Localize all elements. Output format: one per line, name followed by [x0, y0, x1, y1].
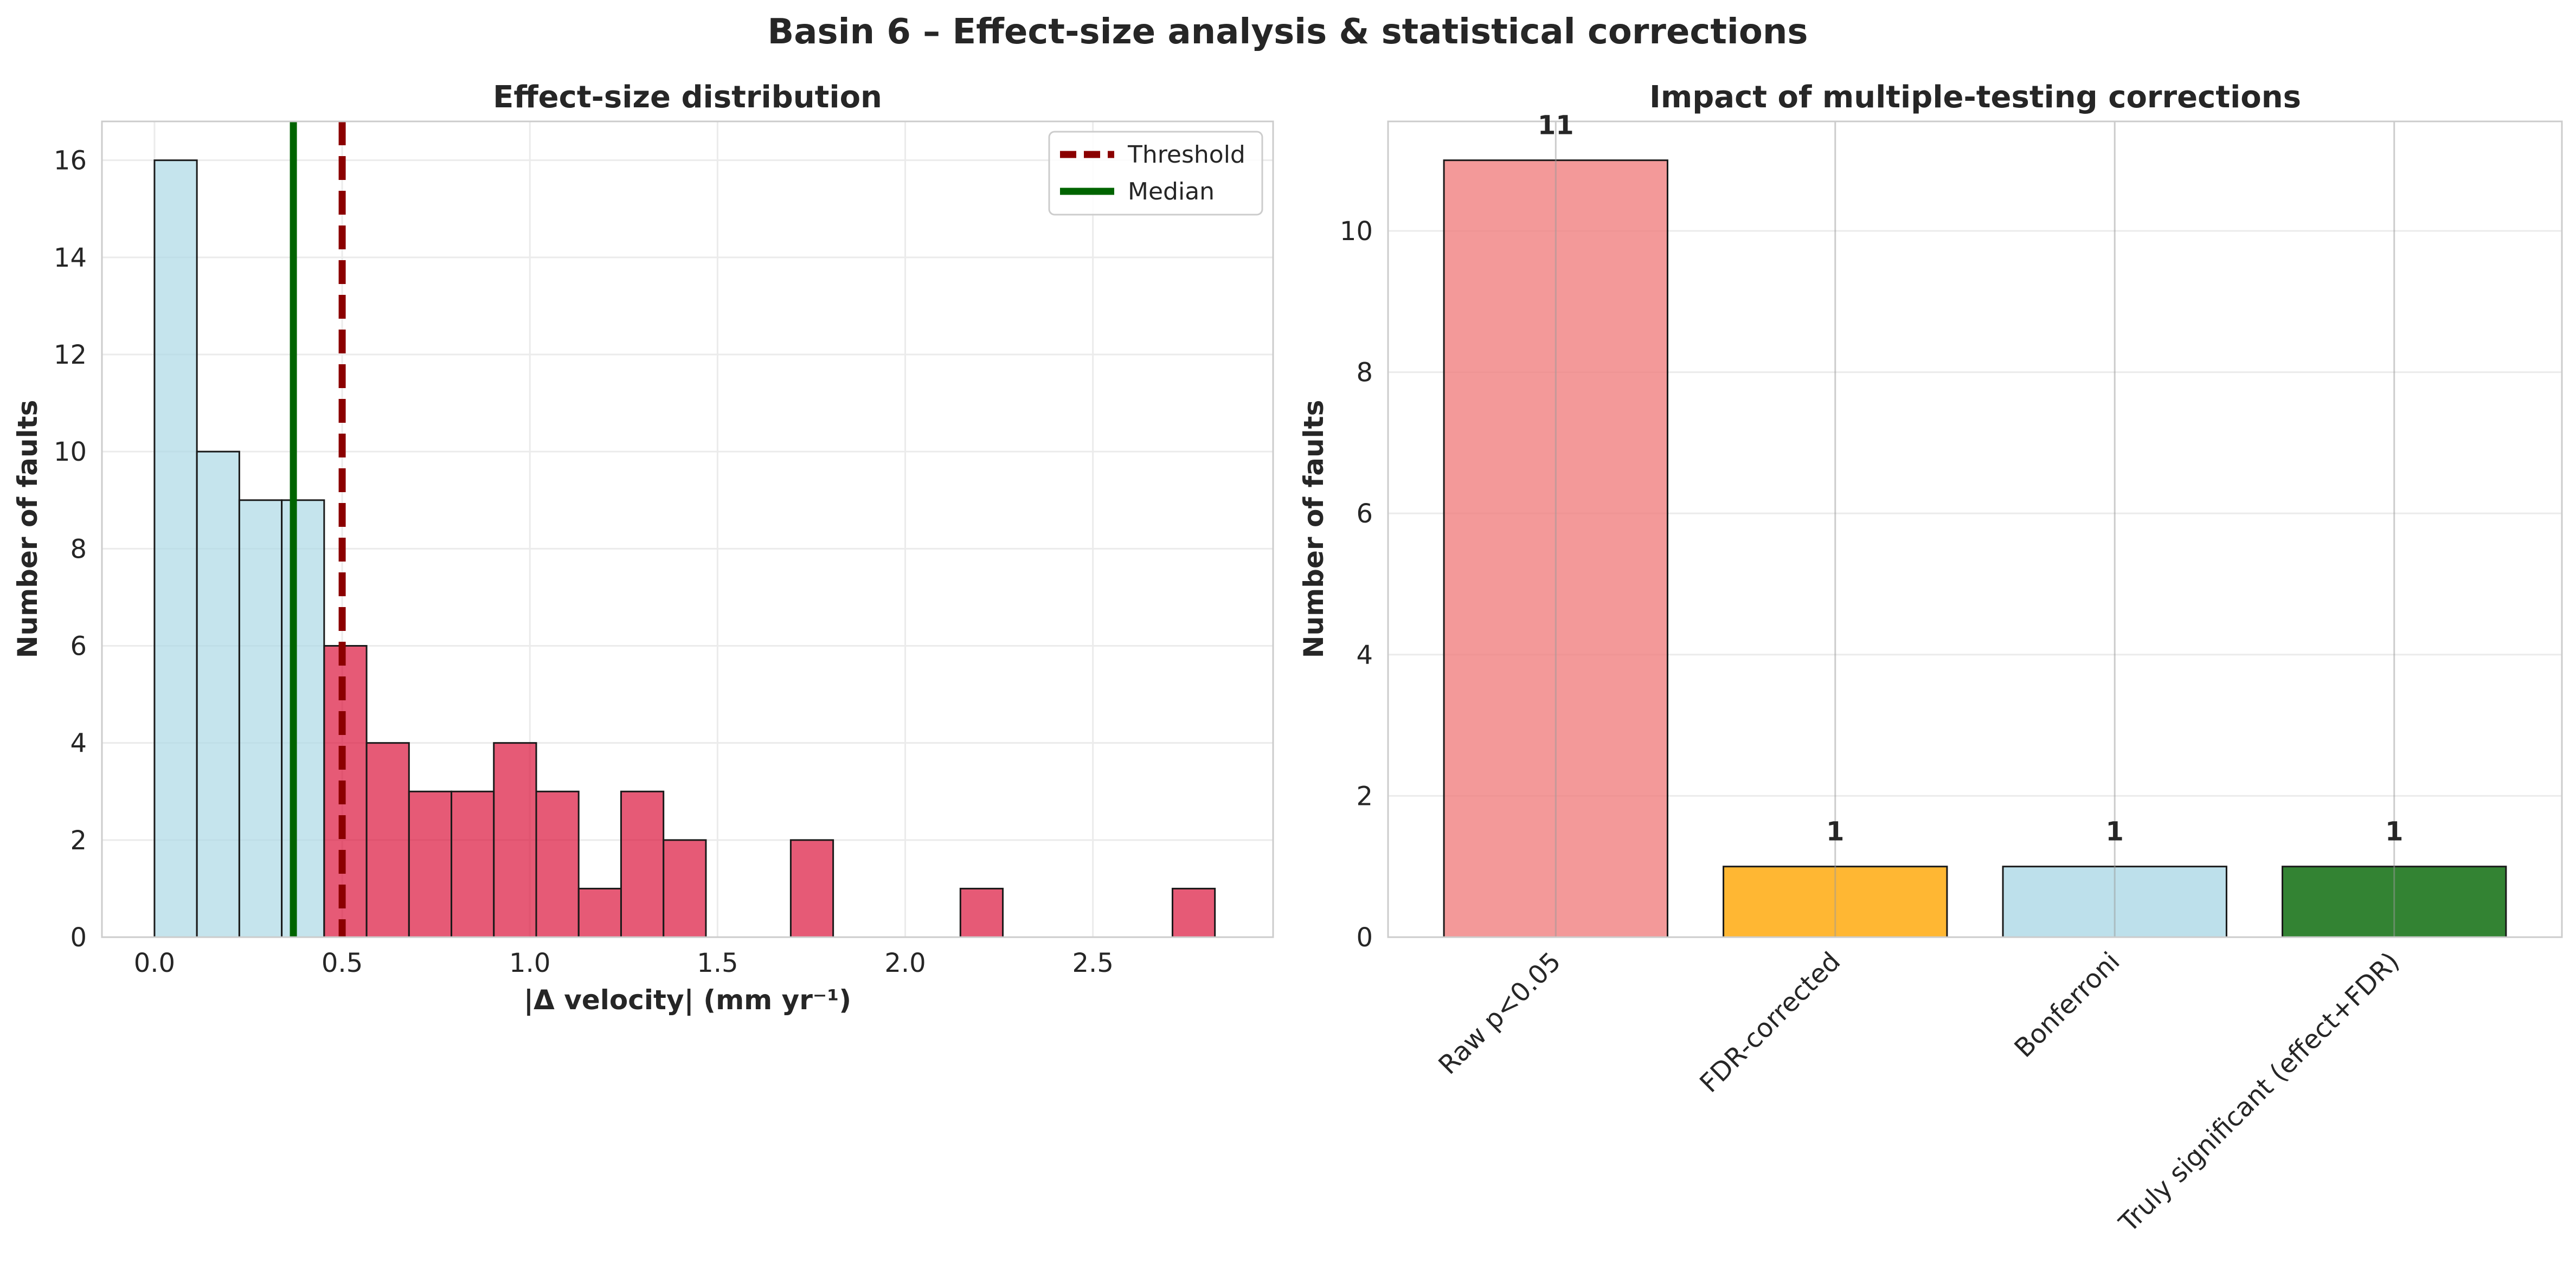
histogram-bar-above-threshold: [577, 887, 622, 938]
histogram-legend: Threshold Median: [1048, 131, 1263, 216]
histogram-bar-above-threshold: [959, 887, 1004, 938]
y-tick-label: 4: [1356, 640, 1373, 670]
histogram-x-ticks: 0.0 0.5 1.0 1.5 2.0 2.5: [134, 948, 1114, 978]
y-tick-label: 12: [54, 340, 87, 370]
x-tick-label: 0.5: [322, 948, 363, 978]
histogram-bar-above-threshold: [535, 790, 580, 938]
histogram-bar-above-threshold: [365, 742, 410, 938]
histogram-y-ticks: 0 2 4 6 8 10 12 14 16: [54, 146, 87, 953]
y-tick-label: 0: [70, 923, 87, 953]
histogram-bar-above-threshold: [1171, 887, 1216, 938]
histogram-bars: [153, 159, 1216, 938]
bar-value-label: 1: [1826, 817, 1844, 847]
corrections-value-labels: 111 1 1: [1538, 111, 2404, 847]
histogram-title: Effect-size distribution: [493, 80, 882, 115]
histogram-bar-above-threshold: [493, 742, 537, 938]
histogram-bar-above-threshold: [451, 790, 495, 938]
x-tick-label: 1.0: [509, 948, 550, 978]
y-tick-label: 2: [70, 825, 87, 856]
figure-title: Basin 6 – Effect-size analysis & statist…: [768, 12, 1808, 52]
y-tick-label: 6: [70, 631, 87, 662]
x-tick-label: 1.5: [697, 948, 738, 978]
histogram-bar-below-threshold: [153, 159, 198, 938]
y-tick-label: 8: [70, 534, 87, 564]
corrections-frame: [1387, 120, 2563, 938]
legend-threshold-label: Threshold: [1127, 141, 1245, 169]
bar-value-label: 11: [1538, 111, 1574, 141]
corrections-panel: 111 1 1 Raw p<0.05 FDR-corrected BonferroniT…: [1298, 80, 2563, 1239]
histogram-y-axis-label: Number of faults: [12, 400, 43, 659]
corrections-vertical-grid: [1554, 121, 2395, 937]
histogram-bar-above-threshold: [620, 790, 665, 938]
x-tick-label: 2.0: [884, 948, 926, 978]
y-tick-label: 10: [1340, 216, 1373, 247]
corrections-title: Impact of multiple-testing corrections: [1649, 80, 2301, 115]
histogram-panel: 0.0 0.5 1.0 1.5 2.0 2.5 0 2 4 6 8 10 12 14 16 Effect-…: [12, 80, 1274, 1016]
histogram-bar-below-threshold: [281, 499, 325, 938]
histogram-bar-above-threshold: [408, 790, 453, 938]
y-tick-label: 10: [54, 437, 87, 467]
histogram-bar-below-threshold: [196, 450, 240, 938]
histogram-bar-below-threshold: [238, 499, 283, 938]
x-tick-label: 0.0: [134, 948, 175, 978]
corrections-y-ticks: 0 2 4 6 8 10: [1340, 216, 1373, 953]
histogram-bar-above-threshold: [789, 839, 834, 938]
y-tick-label: 0: [1356, 923, 1373, 953]
y-tick-label: 2: [1356, 781, 1373, 811]
y-tick-label: 4: [70, 728, 87, 759]
histogram-bar-above-threshold: [663, 839, 707, 938]
legend-median-label: Median: [1128, 178, 1215, 205]
y-tick-label: 6: [1356, 499, 1373, 529]
histogram-frame: [101, 120, 1274, 938]
histogram-x-axis-label: |Δ velocity| (mm yr⁻¹): [524, 984, 851, 1016]
bar-value-label: 1: [2385, 817, 2403, 847]
y-tick-label: 14: [54, 243, 87, 273]
y-tick-label: 8: [1356, 358, 1373, 388]
bar-value-label: 1: [2106, 817, 2124, 847]
x-tick-label: 2.5: [1072, 948, 1114, 978]
corrections-y-axis-label: Number of faults: [1298, 400, 1329, 659]
y-tick-label: 16: [54, 146, 87, 176]
